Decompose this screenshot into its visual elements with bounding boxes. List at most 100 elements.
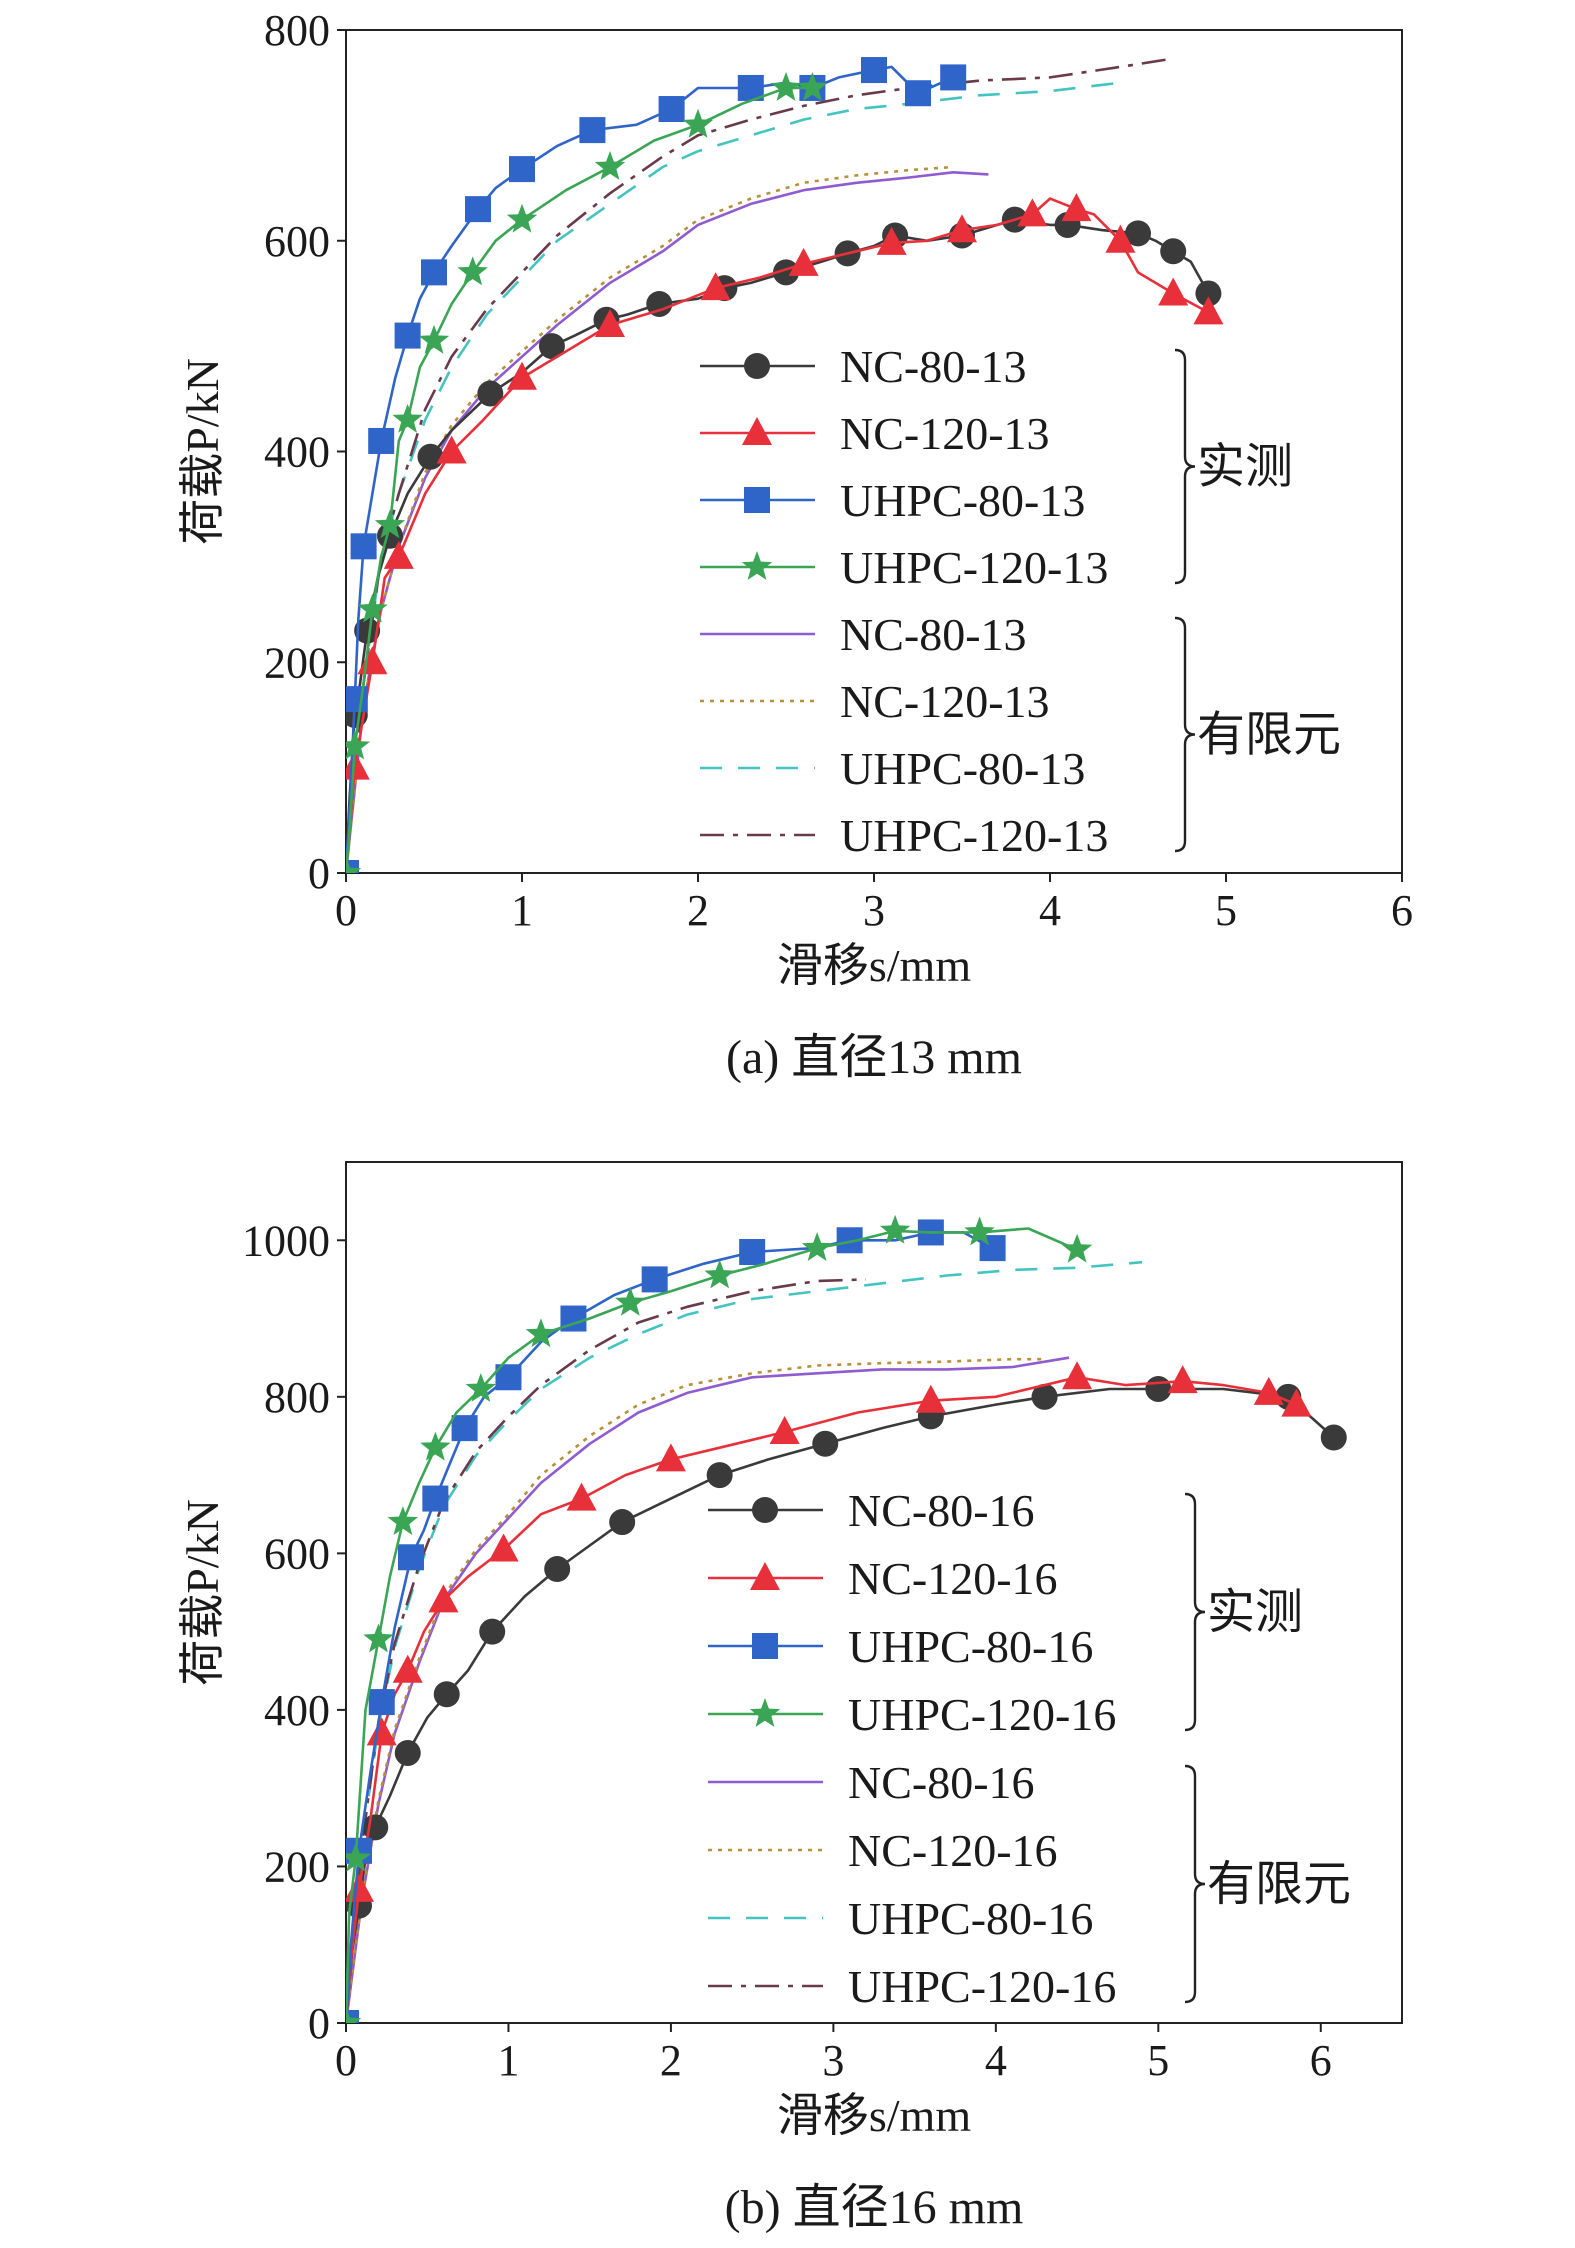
y-tick-label: 600 [264,217,330,266]
data-point [788,247,819,276]
legend-group-label: 有限元 [1197,709,1341,762]
legend-label: UHPC-80-13 [840,475,1085,526]
x-tick-label: 6 [1310,2036,1332,2085]
data-point [465,1373,497,1402]
x-tick-label: 4 [985,2036,1007,2085]
legend-marker [741,551,773,580]
data-point [394,322,421,349]
series-line-NC-120-16-实测 [346,1376,1297,2023]
data-point [595,309,625,338]
data-point [812,1430,839,1457]
data-point [422,1485,449,1512]
data-point [363,1623,394,1653]
data-point [879,1214,911,1244]
data-point [1320,1424,1347,1451]
y-tick-label: 400 [264,428,330,477]
data-point [905,80,931,107]
data-point [1061,193,1092,222]
legend-label: NC-80-13 [840,609,1027,660]
y-tick-label: 200 [264,638,330,687]
x-axis-title: 滑移s/mm [777,940,971,991]
data-point [1195,280,1222,307]
data-point [773,259,799,286]
legend-marker [750,1562,780,1590]
data-point [682,108,714,138]
data-point [1281,1388,1312,1417]
legend-brace [1174,616,1196,853]
data-point [915,1384,946,1413]
data-point [362,1814,389,1841]
x-tick-label: 5 [1215,886,1237,935]
series-line-UHPC-80-13-实测 [346,65,954,873]
x-tick-label: 0 [335,2036,357,2085]
data-point [428,1584,459,1613]
data-point [421,259,447,286]
data-point [418,324,450,354]
x-tick-label: 3 [863,886,885,935]
x-tick-label: 3 [822,2036,844,2085]
series-line-NC-120-13-有限元 [346,165,954,873]
y-tick-label: 200 [264,1842,330,1891]
y-tick-label: 0 [308,849,330,898]
data-point [1105,224,1136,253]
legend-brace [1184,1764,1206,2004]
legend-marker [744,487,770,513]
legend-label: NC-120-16 [848,1553,1058,1604]
data-point [1062,1361,1093,1390]
y-tick-label: 400 [264,1686,330,1735]
data-point [387,1506,419,1535]
data-point [609,1509,636,1536]
legend-marker [744,353,770,379]
legend-label: NC-120-16 [848,1825,1058,1876]
data-point [655,1443,686,1472]
data-point [594,151,626,180]
data-point [940,64,967,91]
series-line-NC-80-16-实测 [346,1387,1335,2023]
legend-label: UHPC-120-16 [848,1689,1116,1740]
data-point [566,1482,597,1511]
data-point [350,533,377,560]
series-layer [346,57,1224,873]
legend-label: NC-120-13 [840,408,1050,459]
data-point [368,427,395,454]
data-point [525,1318,557,1348]
data-point [1125,220,1151,247]
data-point [366,1717,397,1746]
data-point [1253,1376,1284,1405]
x-tick-label: 2 [687,886,709,935]
data-point [433,1681,460,1708]
data-point [346,1873,374,1902]
legend: NC-80-13 NC-120-13 UHPC-80-13 UHPC-120-13 NC… [700,341,1341,861]
plot-area [345,1161,1403,2024]
data-point [346,1842,371,1872]
data-point [346,2007,362,2023]
y-tick-label: 800 [264,6,330,55]
chart-panel-a: 0 1 2 3 4 5 6 0 200 400 600 800 滑移s/mm 荷载P/kN NC-80-13… [177,6,1413,1084]
data-point [538,333,565,360]
data-point [1031,1383,1058,1410]
data-point [346,730,370,760]
data-point [457,256,488,286]
panel-caption: (a) 直径13 mm [726,1031,1022,1084]
series-layer [346,1214,1347,2023]
data-point [477,380,504,407]
data-point [479,1618,506,1645]
legend-group-label: 实测 [1207,1586,1303,1639]
data-point [374,509,406,539]
panel-caption: (b) 直径16 mm [725,2181,1024,2234]
data-point [641,1266,668,1293]
legend-marker [749,1698,781,1727]
data-point [797,72,828,101]
data-point [346,857,362,873]
legend-group-label: 有限元 [1207,1858,1351,1911]
data-point [947,214,977,243]
data-point [506,203,538,233]
x-tick-label: 4 [1039,886,1061,935]
y-tick-label: 1000 [242,1216,330,1265]
data-point [646,290,673,317]
x-tick-label: 6 [1391,886,1413,935]
legend-label: UHPC-120-13 [840,810,1108,861]
data-point [354,617,381,644]
data-point [658,96,685,123]
